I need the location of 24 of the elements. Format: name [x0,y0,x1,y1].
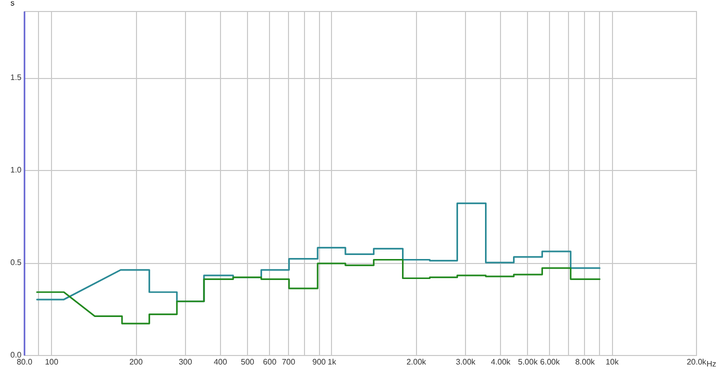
x-tick-label: 4.00k [490,358,512,366]
x-tick-label: 5.00k [518,358,539,366]
x-tick-label: 200 [129,358,144,366]
x-tick-label: 300 [178,358,193,366]
y-axis-title: s [10,0,14,8]
x-tick-label: 400 [214,358,228,366]
x-tick-label: 20.0k [686,358,708,366]
y-tick-label: 1.0 [10,166,22,175]
x-axis-title: Hz [706,360,716,368]
x-tick-label: 500 [240,358,255,366]
y-tick-label: 1.5 [10,73,22,82]
x-tick-label: 10k [606,358,620,366]
x-tick-label: 3.00k [456,358,476,366]
x-tick-label: 600 [263,358,277,366]
x-tick-label: 80.0 [16,358,33,366]
x-tick-label: 8.00k [575,358,596,366]
y-tick-label: 0.0 [10,350,22,360]
x-tick-label: 700 [282,358,296,366]
x-tick-label: 100 [44,358,59,366]
x-tick-label: 2.00k [406,358,428,366]
x-tick-label: 1k [328,358,338,366]
x-tick-label: 900 [312,358,326,366]
y-tick-label: 0.5 [10,258,22,268]
x-tick-label: 6.00k [540,358,561,366]
